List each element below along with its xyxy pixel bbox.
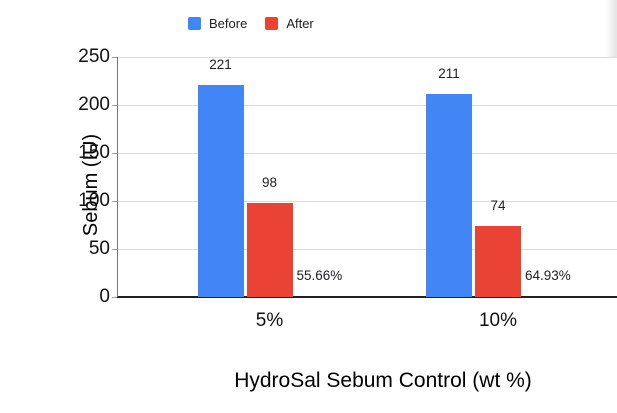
y-tick-mark — [112, 57, 117, 58]
y-tick-mark — [112, 153, 117, 154]
overlay-shadow — [605, 0, 617, 57]
annotation-5pct: 55.66% — [296, 268, 343, 283]
y-tick-label: 150 — [78, 142, 110, 163]
annotation-10pct: 64.93% — [525, 268, 571, 283]
bar-after-5pct — [246, 202, 293, 297]
y-tick-label: 0 — [99, 286, 110, 307]
gridline — [117, 201, 617, 202]
y-tick-mark — [112, 249, 117, 250]
legend-item-before: Before — [188, 16, 247, 31]
bar-before-10pct — [426, 94, 472, 297]
gridline — [117, 57, 617, 58]
gridline — [117, 153, 617, 154]
chart-legend: Before After — [188, 16, 314, 31]
y-tick-label: 50 — [88, 238, 110, 259]
y-tick-label: 250 — [78, 46, 110, 67]
legend-label-after: After — [286, 16, 314, 31]
legend-swatch-before-icon — [188, 17, 201, 30]
y-tick-label: 100 — [78, 190, 110, 211]
gridline — [117, 105, 617, 106]
x-axis-line — [117, 296, 617, 298]
bar-before-5pct — [197, 84, 244, 297]
value-label-after-10pct: 74 — [490, 197, 506, 213]
legend-swatch-after-icon — [265, 17, 279, 30]
y-tick-label: 200 — [78, 94, 110, 115]
bar-after-10pct — [475, 225, 521, 297]
x-axis-title: HydroSal Sebum Control (wt %) — [234, 369, 532, 392]
x-tick-label-5pct: 5% — [255, 310, 284, 331]
y-tick-mark — [112, 105, 117, 106]
y-tick-mark — [112, 201, 117, 202]
y-tick-mark — [112, 297, 117, 298]
y-axis-line — [117, 57, 118, 297]
value-label-before-10pct: 211 — [438, 66, 460, 82]
value-label-after-5pct: 98 — [261, 174, 278, 190]
legend-label-before: Before — [209, 16, 248, 31]
legend-item-after: After — [265, 16, 314, 31]
x-tick-label-10pct: 10% — [478, 310, 518, 331]
gridline — [117, 249, 617, 250]
value-label-before-5pct: 221 — [209, 56, 232, 72]
